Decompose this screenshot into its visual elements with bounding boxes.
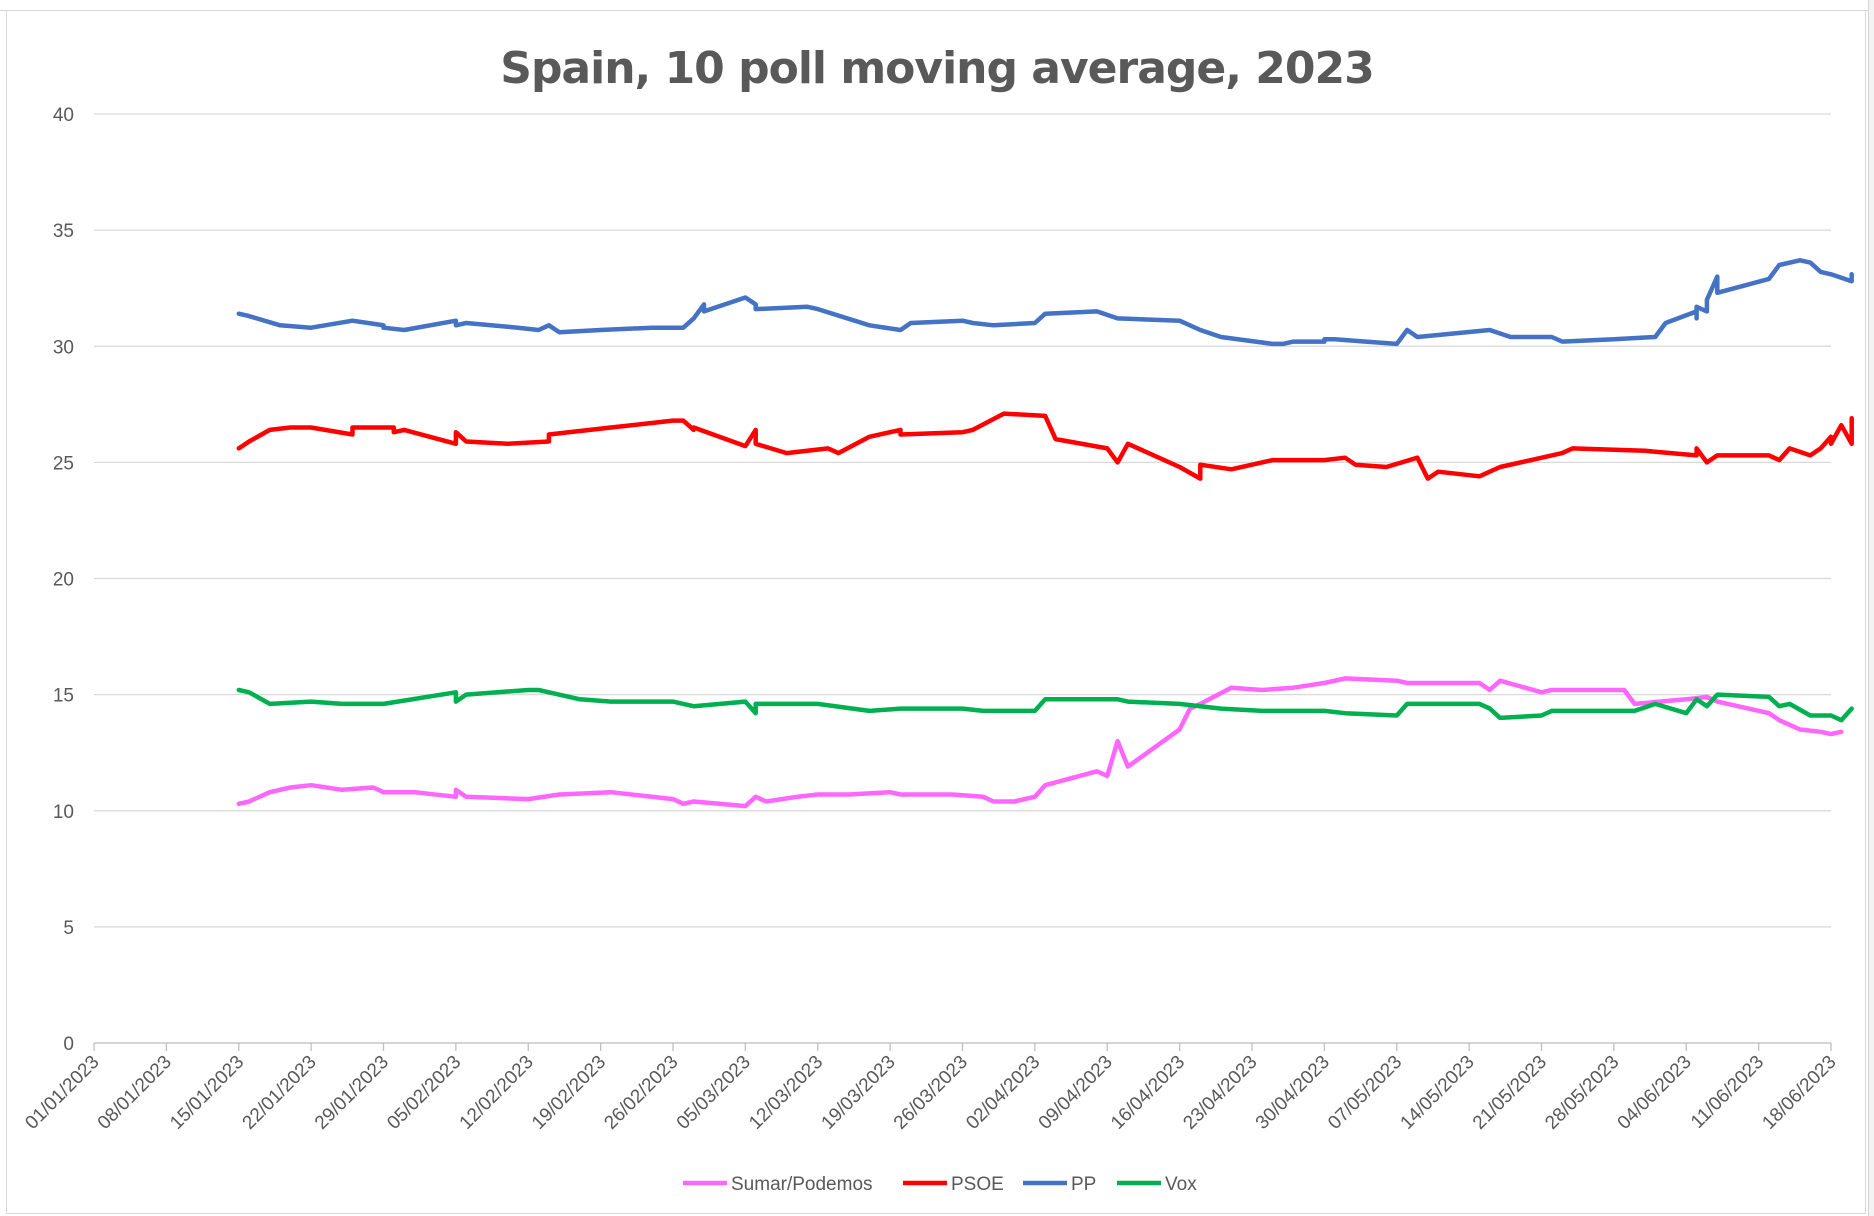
x-tick-label: 14/05/2023 <box>1397 1052 1479 1134</box>
legend-label: PSOE <box>951 1174 1004 1195</box>
x-tick-label: 18/06/2023 <box>1758 1052 1840 1134</box>
line-chart: Spain, 10 poll moving average, 2023 0 5 10… <box>21 43 1854 1195</box>
y-tick-label: 30 <box>53 337 74 358</box>
x-tick-label: 19/03/2023 <box>818 1052 900 1134</box>
x-tick-label: 05/03/2023 <box>673 1052 755 1134</box>
series-lines <box>236 258 1854 809</box>
x-tick-label: 04/06/2023 <box>1614 1052 1696 1134</box>
x-tick-label: 11/06/2023 <box>1687 1052 1768 1133</box>
x-tick-label: 28/05/2023 <box>1541 1052 1623 1134</box>
x-tick-label: 26/02/2023 <box>600 1052 682 1134</box>
y-tick-label: 40 <box>53 105 74 126</box>
x-tick-label: 05/02/2023 <box>383 1052 465 1134</box>
x-tick-label: 07/05/2023 <box>1324 1052 1406 1134</box>
y-axis-ticks: 0 5 10 15 20 25 30 35 40 <box>53 105 74 1055</box>
x-tick-label: 01/01/2023 <box>21 1052 103 1134</box>
x-axis: 01/01/202308/01/202315/01/202322/01/2023… <box>21 1042 1841 1134</box>
y-tick-label: 15 <box>53 686 74 707</box>
x-tick-label: 26/03/2023 <box>890 1052 972 1134</box>
legend[interactable]: Sumar/Podemos PSOE PP Vox <box>683 1174 1197 1195</box>
x-tick-label: 19/02/2023 <box>528 1052 610 1134</box>
chart-title: Spain, 10 poll moving average, 2023 <box>500 43 1374 94</box>
y-tick-label: 5 <box>63 918 74 939</box>
x-tick-label: 30/04/2023 <box>1252 1052 1334 1134</box>
y-tick-label: 35 <box>53 221 74 242</box>
y-tick-label: 20 <box>53 570 74 591</box>
y-tick-label: 0 <box>63 1034 74 1055</box>
x-tick-label: 16/04/2023 <box>1107 1052 1189 1134</box>
y-tick-label: 10 <box>53 802 74 823</box>
x-tick-label: 02/04/2023 <box>962 1052 1044 1134</box>
gridlines <box>94 113 1831 1044</box>
x-tick-label: 22/01/2023 <box>239 1052 321 1134</box>
x-tick-label: 12/03/2023 <box>745 1052 827 1134</box>
legend-label: PP <box>1071 1174 1096 1195</box>
x-tick-label: 21/05/2023 <box>1469 1052 1551 1134</box>
y-tick-label: 25 <box>53 453 74 474</box>
series-line-psoe <box>236 411 1854 481</box>
series-line-sumar-podemos <box>236 676 1844 809</box>
x-tick-label: 29/01/2023 <box>311 1052 393 1134</box>
x-tick-label: 08/01/2023 <box>94 1052 176 1134</box>
series-line-vox <box>236 687 1854 723</box>
spreadsheet-column-strip <box>1868 0 1874 1216</box>
x-tick-label: 09/04/2023 <box>1035 1052 1117 1134</box>
chart-area[interactable]: Spain, 10 poll moving average, 2023 0 5 10… <box>6 10 1866 1214</box>
series-line-pp <box>236 258 1854 347</box>
legend-label: Vox <box>1165 1174 1197 1195</box>
legend-label: Sumar/Podemos <box>731 1174 873 1195</box>
x-tick-label: 12/02/2023 <box>456 1052 538 1134</box>
x-tick-label: 15/01/2023 <box>166 1052 248 1134</box>
x-tick-label: 23/04/2023 <box>1179 1052 1261 1134</box>
